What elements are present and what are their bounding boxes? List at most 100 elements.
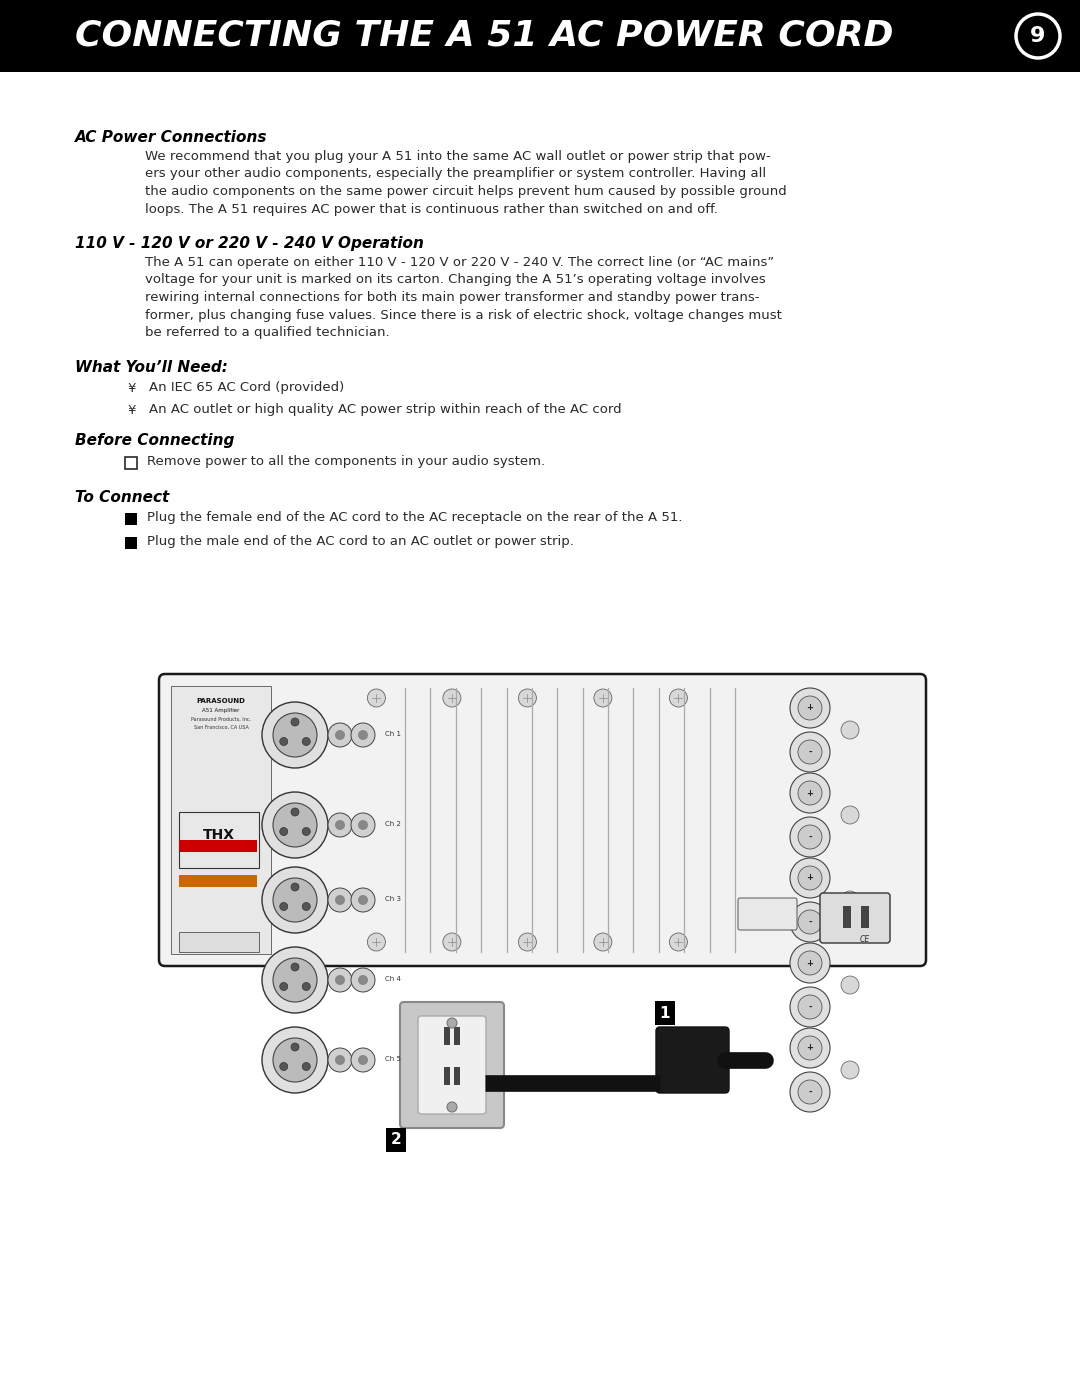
Circle shape bbox=[357, 895, 368, 905]
Text: +: + bbox=[807, 704, 813, 712]
Circle shape bbox=[335, 895, 345, 905]
Bar bbox=[125, 536, 137, 549]
Circle shape bbox=[367, 689, 386, 707]
Bar bbox=[0, 0, 1080, 73]
Text: +: + bbox=[807, 788, 813, 798]
Circle shape bbox=[351, 813, 375, 837]
Text: Ch 4: Ch 4 bbox=[384, 977, 401, 982]
Text: +: + bbox=[807, 873, 813, 883]
Circle shape bbox=[798, 781, 822, 805]
Circle shape bbox=[841, 891, 859, 909]
Circle shape bbox=[291, 1044, 299, 1051]
Bar bbox=[179, 932, 259, 951]
Circle shape bbox=[841, 1060, 859, 1078]
Bar bbox=[171, 686, 271, 954]
Text: ¥: ¥ bbox=[127, 381, 135, 394]
Circle shape bbox=[357, 975, 368, 985]
Circle shape bbox=[280, 738, 287, 746]
Text: What You’ll Need:: What You’ll Need: bbox=[75, 359, 228, 374]
Circle shape bbox=[798, 826, 822, 849]
Text: THX: THX bbox=[203, 828, 235, 842]
Circle shape bbox=[798, 1037, 822, 1060]
Bar bbox=[179, 875, 257, 887]
Circle shape bbox=[262, 947, 328, 1013]
Bar bbox=[444, 1027, 450, 1045]
Text: San Francisco, CA USA: San Francisco, CA USA bbox=[193, 725, 248, 731]
Circle shape bbox=[291, 807, 299, 816]
Text: ers your other audio components, especially the preamplifier or system controlle: ers your other audio components, especia… bbox=[145, 168, 766, 180]
Circle shape bbox=[273, 803, 318, 847]
Text: We recommend that you plug your A 51 into the same AC wall outlet or power strip: We recommend that you plug your A 51 int… bbox=[145, 149, 771, 163]
Circle shape bbox=[328, 724, 352, 747]
Circle shape bbox=[335, 820, 345, 830]
Circle shape bbox=[594, 689, 612, 707]
Circle shape bbox=[789, 1028, 831, 1067]
Circle shape bbox=[789, 988, 831, 1027]
Text: 1: 1 bbox=[660, 1006, 671, 1020]
Text: +: + bbox=[807, 958, 813, 968]
Text: Remove power to all the components in your audio system.: Remove power to all the components in yo… bbox=[147, 455, 545, 468]
Circle shape bbox=[335, 731, 345, 740]
FancyBboxPatch shape bbox=[159, 673, 926, 965]
Circle shape bbox=[328, 888, 352, 912]
Circle shape bbox=[262, 1027, 328, 1092]
Circle shape bbox=[280, 902, 287, 911]
Text: The A 51 can operate on either 110 V - 120 V or 220 V - 240 V. The correct line : The A 51 can operate on either 110 V - 1… bbox=[145, 256, 774, 270]
Circle shape bbox=[367, 933, 386, 951]
Text: PARASOUND: PARASOUND bbox=[197, 698, 245, 704]
FancyBboxPatch shape bbox=[656, 1027, 729, 1092]
Text: 110 V - 120 V or 220 V - 240 V Operation: 110 V - 120 V or 220 V - 240 V Operation bbox=[75, 236, 423, 251]
Circle shape bbox=[280, 827, 287, 835]
Circle shape bbox=[328, 1048, 352, 1071]
Circle shape bbox=[262, 703, 328, 768]
Circle shape bbox=[594, 933, 612, 951]
Circle shape bbox=[789, 732, 831, 773]
Text: Ch 5: Ch 5 bbox=[384, 1056, 401, 1062]
Text: To Connect: To Connect bbox=[75, 489, 170, 504]
Circle shape bbox=[328, 813, 352, 837]
Circle shape bbox=[291, 883, 299, 891]
Circle shape bbox=[328, 968, 352, 992]
Text: voltage for your unit is marked on its carton. Changing the A 51’s operating vol: voltage for your unit is marked on its c… bbox=[145, 274, 766, 286]
Text: Ch 1: Ch 1 bbox=[384, 731, 401, 738]
Text: -: - bbox=[808, 833, 812, 841]
Circle shape bbox=[443, 933, 461, 951]
Circle shape bbox=[351, 968, 375, 992]
Text: Plug the female end of the AC cord to the AC receptacle on the rear of the A 51.: Plug the female end of the AC cord to th… bbox=[147, 511, 683, 524]
Text: the audio components on the same power circuit helps prevent hum caused by possi: the audio components on the same power c… bbox=[145, 184, 786, 198]
FancyBboxPatch shape bbox=[820, 893, 890, 943]
FancyBboxPatch shape bbox=[400, 1002, 504, 1127]
Text: Ch 2: Ch 2 bbox=[384, 821, 401, 827]
Text: Plug the male end of the AC cord to an AC outlet or power strip.: Plug the male end of the AC cord to an A… bbox=[147, 535, 573, 549]
Text: Before Connecting: Before Connecting bbox=[75, 433, 234, 448]
Circle shape bbox=[798, 740, 822, 764]
Circle shape bbox=[841, 977, 859, 995]
Text: Ch 3: Ch 3 bbox=[384, 895, 401, 902]
Circle shape bbox=[789, 902, 831, 942]
Text: An IEC 65 AC Cord (provided): An IEC 65 AC Cord (provided) bbox=[149, 381, 345, 394]
Circle shape bbox=[273, 958, 318, 1002]
Circle shape bbox=[357, 1055, 368, 1065]
Circle shape bbox=[351, 1048, 375, 1071]
Circle shape bbox=[789, 687, 831, 728]
Circle shape bbox=[273, 877, 318, 922]
Circle shape bbox=[262, 868, 328, 933]
Circle shape bbox=[335, 1055, 345, 1065]
Circle shape bbox=[291, 718, 299, 726]
Text: rewiring internal connections for both its main power transformer and standby po: rewiring internal connections for both i… bbox=[145, 291, 759, 305]
Text: ¥: ¥ bbox=[127, 404, 135, 416]
Circle shape bbox=[273, 1038, 318, 1083]
Circle shape bbox=[518, 689, 537, 707]
Bar bbox=[179, 812, 259, 868]
Circle shape bbox=[273, 712, 318, 757]
Circle shape bbox=[798, 1080, 822, 1104]
Circle shape bbox=[302, 738, 310, 746]
Circle shape bbox=[302, 827, 310, 835]
Circle shape bbox=[670, 689, 687, 707]
FancyBboxPatch shape bbox=[738, 898, 797, 930]
Circle shape bbox=[798, 951, 822, 975]
Text: -: - bbox=[808, 747, 812, 757]
Text: former, plus changing fuse values. Since there is a risk of electric shock, volt: former, plus changing fuse values. Since… bbox=[145, 309, 782, 321]
Circle shape bbox=[443, 689, 461, 707]
Circle shape bbox=[670, 933, 687, 951]
